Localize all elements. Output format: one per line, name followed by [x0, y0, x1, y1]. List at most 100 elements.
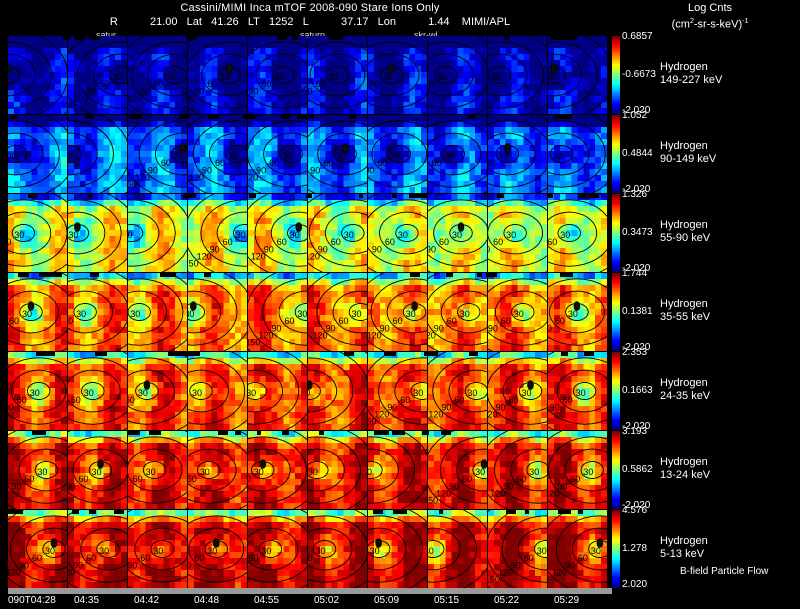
contour-label: 60: [207, 79, 217, 89]
pitch-angle-contours: 30: [548, 115, 607, 193]
time-tick-label: 05:29: [554, 595, 580, 606]
spectrogram-panel[interactable]: 30 60 90 120 150: [428, 431, 487, 509]
spectrogram-panel[interactable]: 30 60 90 120: [248, 115, 307, 193]
contour-line: [583, 36, 607, 114]
spectrogram-panel[interactable]: 30: [188, 352, 247, 430]
spectrogram-panel[interactable]: 30 60 90 120 150: [488, 510, 547, 588]
spectrogram-panel[interactable]: 30: [248, 352, 307, 430]
contour-label: 60: [71, 395, 81, 405]
colorbar[interactable]: [612, 36, 620, 114]
spectrogram-panel[interactable]: 30: [548, 36, 607, 114]
contour-line: [68, 224, 90, 242]
data-gap-marker: [36, 352, 49, 356]
spectrogram-panel[interactable]: 30: [68, 115, 127, 193]
spectrogram-panel[interactable]: 30 60 90 120: [488, 352, 547, 430]
contour-line: [8, 211, 52, 255]
contour-line: [294, 303, 307, 321]
spectrogram-panel[interactable]: 30 60 90 120 150: [248, 273, 307, 351]
contour-line: [548, 290, 605, 334]
spectrogram-panel[interactable]: 30: [128, 194, 187, 272]
spectrogram-panel[interactable]: 30: [548, 115, 607, 193]
contour-label: 60: [555, 316, 565, 326]
spectrogram-panel[interactable]: 30 60 90 120: [308, 273, 367, 351]
contour-label: 30: [352, 309, 362, 319]
contour-label: 60: [316, 79, 326, 89]
spectrogram-panel[interactable]: 30 60 90 120: [188, 36, 247, 114]
spectrogram-panel[interactable]: 30: [128, 273, 187, 351]
spectrogram-panel[interactable]: 30 60 90 120: [368, 273, 427, 351]
spectrogram-panel[interactable]: 30 60 90 120 150: [188, 194, 247, 272]
spectrogram-panel[interactable]: 30 60 90 120: [428, 273, 487, 351]
spectrogram-panel[interactable]: 30: [488, 36, 547, 114]
spectrogram-panel[interactable]: 30 60 90 120: [488, 431, 547, 509]
ephemeris-lt-label: LT: [247, 16, 260, 28]
spectrogram-panel[interactable]: 30 60 90 120 150: [68, 36, 127, 114]
spectrogram-panel[interactable]: 30 60 90 120: [188, 115, 247, 193]
spectrogram-panel[interactable]: 30: [8, 115, 67, 193]
spectrogram-panel[interactable]: 30 60 90 120: [548, 510, 607, 588]
spectrogram-panel[interactable]: 30: [368, 510, 427, 588]
colorbar[interactable]: [612, 431, 620, 509]
contour-line: [188, 436, 247, 504]
spectrogram-panel[interactable]: 30 60 90 120 150: [368, 352, 427, 430]
spectrogram-panel[interactable]: 30 60 90 120: [428, 352, 487, 430]
spectrogram-panel[interactable]: 30: [428, 510, 487, 588]
spectrogram-panel[interactable]: 30: [308, 352, 367, 430]
colorbar[interactable]: [612, 510, 620, 588]
spectrogram-panel[interactable]: 30 60 90 120: [8, 510, 67, 588]
spectrogram-panel[interactable]: 30: [188, 273, 247, 351]
spectrogram-panel[interactable]: 30 60 90 120: [308, 194, 367, 272]
spectrogram-panel[interactable]: [8, 36, 67, 114]
colorbar[interactable]: [612, 352, 620, 430]
colorbar[interactable]: [612, 115, 620, 193]
spectrogram-panel[interactable]: 30: [308, 431, 367, 509]
colorbar-gradient: [612, 510, 620, 588]
spectrogram-panel[interactable]: 30: [68, 194, 127, 272]
spectrogram-panel[interactable]: 30 60 90 120: [128, 36, 187, 114]
colorbar[interactable]: [612, 194, 620, 272]
spectrogram-panel[interactable]: 30 60 90 120 150: [128, 115, 187, 193]
data-gap-marker: [89, 36, 100, 40]
colorbar-mid-tick: 1.278: [622, 543, 648, 554]
field-direction-marker: [259, 459, 267, 469]
colorbar[interactable]: [612, 273, 620, 351]
spectrogram-panel[interactable]: 30 60 90 120: [68, 510, 127, 588]
colorbar-max-tick: 3.193: [622, 426, 648, 437]
spectrogram-panel[interactable]: 30 60 90 120: [248, 194, 307, 272]
spectrogram-panel[interactable]: 30: [368, 431, 427, 509]
contour-label: 30: [68, 151, 71, 161]
spectrogram-panel[interactable]: 30 60 90 120: [548, 431, 607, 509]
contour-line: [428, 540, 445, 558]
annotation-satur: satur: [96, 30, 117, 40]
